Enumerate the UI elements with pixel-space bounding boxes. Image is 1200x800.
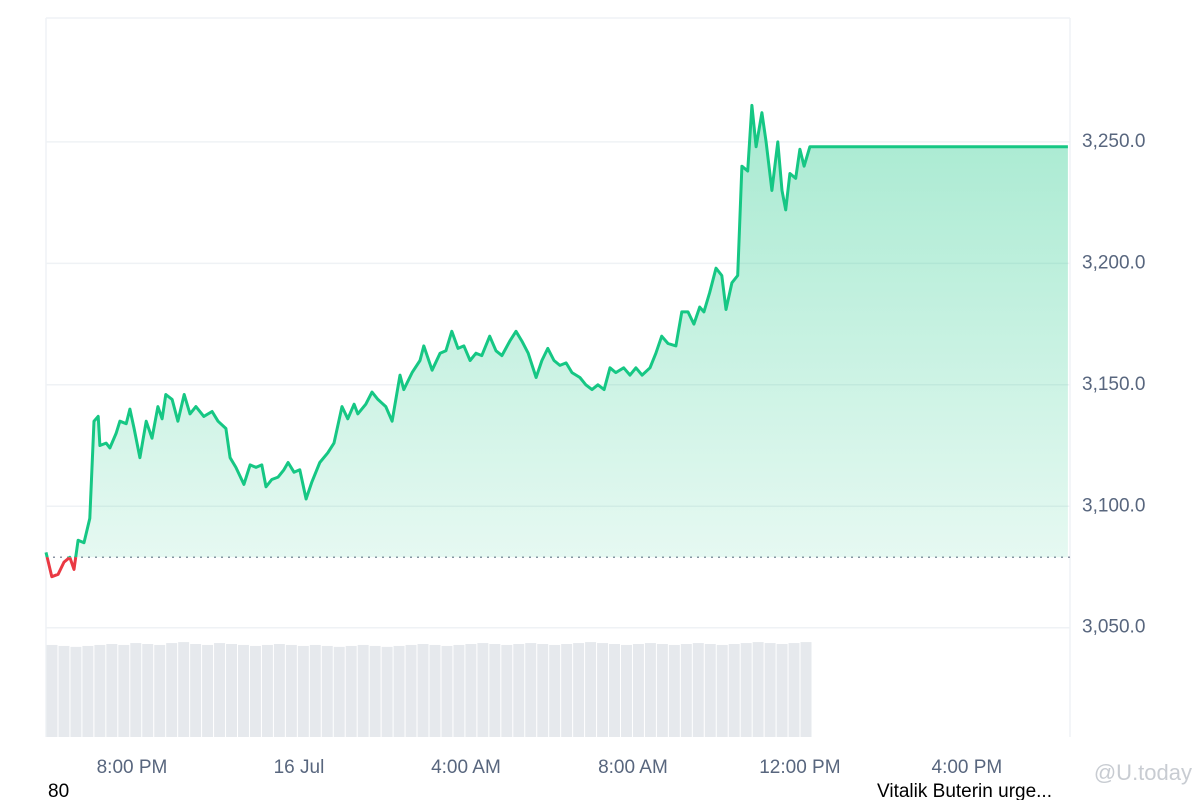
volume-bar [764,643,776,737]
x-tick-label: 8:00 AM [598,757,668,778]
volume-bar [692,643,704,737]
volume-bar [142,644,154,737]
x-tick-label: 4:00 AM [431,757,501,778]
volume-bar [249,645,261,737]
volume-bar [261,644,273,737]
volume-bar [226,644,237,737]
x-tick-label: 4:00 PM [932,757,1003,778]
volume-bar [752,642,764,737]
volume-bar [82,645,94,737]
volume-bar [609,644,620,737]
volume-bar [285,644,297,737]
volume-bar [178,642,190,737]
annotation: Vitalik Buterin urge... [877,781,1052,800]
volume-bar [70,646,82,737]
volume-bar [716,644,728,737]
volume-bar [597,643,609,737]
volume-bar [429,644,441,737]
annotation: 80 [48,781,69,800]
volume-bar [58,645,70,737]
volume-bar [465,644,477,737]
volume-bar [501,644,513,737]
volume-bar [489,644,501,737]
volume-bar [585,642,597,737]
volume-bar [405,644,417,737]
volume-bar [130,643,142,737]
area [46,105,1068,558]
volume-bar [573,643,585,737]
volume-bar [297,645,309,737]
volume-bar [345,645,357,737]
volume-bar [740,643,752,737]
volume-bar [477,643,489,737]
volume-bar [656,644,668,737]
volume-bar [728,644,740,737]
x-tick-label: 8:00 PM [97,757,168,778]
x-tick-label: 16 Jul [274,757,325,778]
volume-bar [668,644,680,737]
volume-bar [417,644,429,737]
volume-bar [441,645,453,737]
volume-bar [525,643,537,737]
y-tick-label: 3,100.0 [1082,495,1145,516]
volume-bar [537,644,549,737]
volume-bar [202,644,214,737]
y-tick-label: 3,050.0 [1082,617,1145,638]
volume-bar [788,643,800,737]
volume-bar [621,644,632,737]
volume-bar [381,646,393,737]
volume-bar [154,644,166,737]
volume-bar [561,644,573,737]
volume-bar [357,644,369,737]
volume-bar [333,646,345,737]
volume-bar [214,643,226,737]
volume-bar [166,643,178,737]
volume-bar [369,645,381,737]
volume-bar [273,644,285,737]
volume-bar [94,644,106,737]
volume-bar [680,644,692,737]
volume-bar [46,644,58,737]
volume-bar [776,644,788,737]
volume-bar [644,643,656,737]
volume-bar [513,644,525,737]
volume-bar [321,645,333,737]
x-tick-label: 12:00 PM [759,757,840,778]
volume-bar [106,644,118,737]
y-tick-label: 3,250.0 [1082,131,1145,152]
volume-bar [704,644,716,737]
watermark: @U.today [1094,760,1192,785]
volume-bar [453,644,465,737]
volume-bar [800,642,812,737]
price-line [44,103,1068,558]
volume-bar [393,645,405,737]
volume-bar [309,644,321,737]
volume-bar [632,644,644,737]
volume-bar [238,644,249,737]
volume-bar [549,644,561,737]
volume-bar [190,644,202,737]
y-tick-label: 3,200.0 [1082,252,1145,273]
volume-bar [118,644,130,737]
y-tick-label: 3,150.0 [1082,374,1145,395]
